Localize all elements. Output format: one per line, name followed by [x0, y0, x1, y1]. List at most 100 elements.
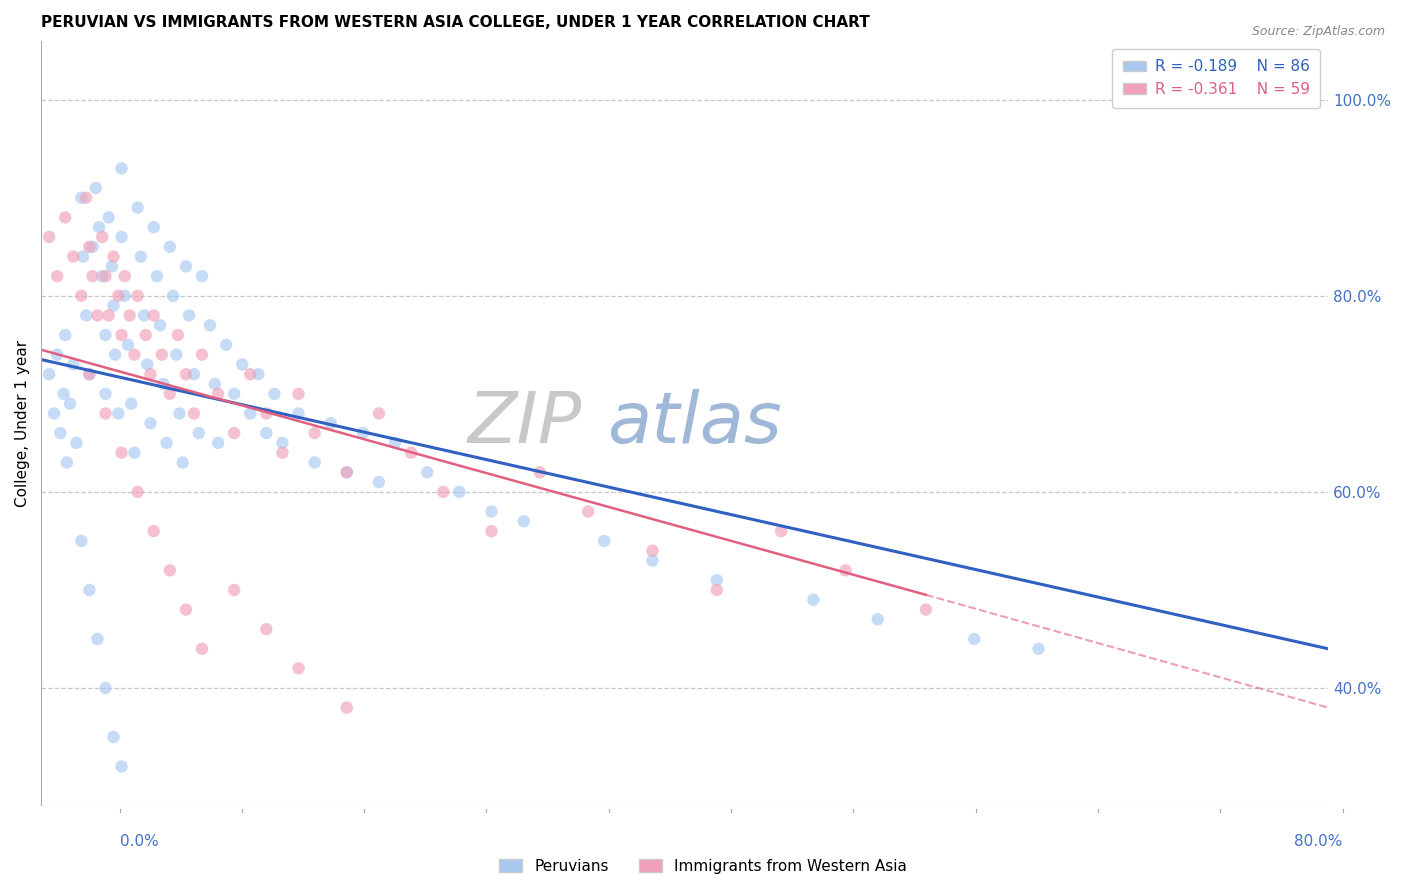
Point: [46, 348, 69, 362]
Point: [215, 338, 238, 352]
Point: [49, 426, 72, 441]
Point: [384, 435, 406, 450]
Point: [94, 269, 117, 284]
Point: [107, 407, 129, 421]
Point: [142, 220, 165, 235]
Point: [65, 435, 87, 450]
Point: [174, 260, 197, 274]
Point: [79, 368, 101, 382]
Point: [172, 455, 194, 469]
Point: [127, 289, 149, 303]
Point: [179, 309, 201, 323]
Point: [271, 435, 294, 450]
Point: [159, 240, 181, 254]
Point: [183, 368, 205, 382]
Text: Source: ZipAtlas.com: Source: ZipAtlas.com: [1251, 25, 1385, 38]
Point: [75, 191, 97, 205]
Legend: Peruvians, Immigrants from Western Asia: Peruvians, Immigrants from Western Asia: [492, 853, 914, 880]
Point: [103, 730, 125, 744]
Point: [129, 250, 152, 264]
Point: [146, 269, 169, 284]
Point: [110, 328, 132, 343]
Point: [1028, 641, 1050, 656]
Point: [114, 269, 136, 284]
Point: [94, 387, 117, 401]
Point: [191, 348, 214, 362]
Point: [915, 602, 938, 616]
Point: [86, 309, 108, 323]
Point: [56, 455, 79, 469]
Point: [87, 220, 110, 235]
Point: [191, 641, 214, 656]
Point: [432, 484, 454, 499]
Text: PERUVIAN VS IMMIGRANTS FROM WESTERN ASIA COLLEGE, UNDER 1 YEAR CORRELATION CHART: PERUVIAN VS IMMIGRANTS FROM WESTERN ASIA…: [41, 15, 870, 30]
Point: [97, 309, 120, 323]
Point: [368, 475, 391, 489]
Point: [139, 368, 162, 382]
Point: [263, 387, 285, 401]
Point: [162, 289, 184, 303]
Point: [174, 602, 197, 616]
Point: [82, 240, 104, 254]
Point: [207, 387, 229, 401]
Point: [449, 484, 471, 499]
Legend: R = -0.189    N = 86, R = -0.361    N = 59: R = -0.189 N = 86, R = -0.361 N = 59: [1112, 48, 1320, 108]
Text: atlas: atlas: [607, 389, 782, 458]
Point: [207, 435, 229, 450]
Point: [319, 417, 342, 431]
Point: [239, 407, 262, 421]
Text: 0.0%: 0.0%: [120, 834, 159, 849]
Point: [336, 465, 359, 479]
Point: [136, 358, 159, 372]
Point: [82, 269, 104, 284]
Point: [593, 533, 616, 548]
Point: [62, 358, 84, 372]
Point: [287, 661, 309, 675]
Point: [79, 582, 101, 597]
Point: [103, 250, 125, 264]
Point: [110, 230, 132, 244]
Point: [801, 592, 824, 607]
Point: [159, 387, 181, 401]
Point: [46, 269, 69, 284]
Point: [110, 161, 132, 176]
Point: [142, 524, 165, 538]
Point: [254, 426, 277, 441]
Point: [118, 309, 141, 323]
Point: [53, 328, 76, 343]
Point: [529, 465, 551, 479]
Point: [53, 211, 76, 225]
Point: [166, 328, 188, 343]
Point: [142, 309, 165, 323]
Point: [165, 348, 187, 362]
Point: [94, 328, 117, 343]
Text: 80.0%: 80.0%: [1295, 834, 1343, 849]
Point: [183, 407, 205, 421]
Point: [117, 338, 139, 352]
Point: [135, 328, 157, 343]
Point: [399, 445, 422, 459]
Point: [271, 445, 294, 459]
Point: [155, 435, 177, 450]
Point: [287, 387, 309, 401]
Point: [513, 514, 536, 528]
Point: [641, 543, 664, 558]
Point: [91, 269, 114, 284]
Point: [127, 201, 149, 215]
Point: [198, 318, 221, 333]
Point: [110, 759, 132, 773]
Point: [304, 455, 326, 469]
Point: [70, 533, 93, 548]
Point: [247, 368, 270, 382]
Point: [641, 553, 664, 567]
Text: ZIP: ZIP: [467, 389, 582, 458]
Point: [336, 465, 359, 479]
Point: [150, 348, 173, 362]
Point: [75, 309, 97, 323]
Point: [191, 269, 214, 284]
Point: [770, 524, 793, 538]
Point: [70, 289, 93, 303]
Point: [104, 348, 127, 362]
Point: [70, 191, 93, 205]
Point: [124, 445, 146, 459]
